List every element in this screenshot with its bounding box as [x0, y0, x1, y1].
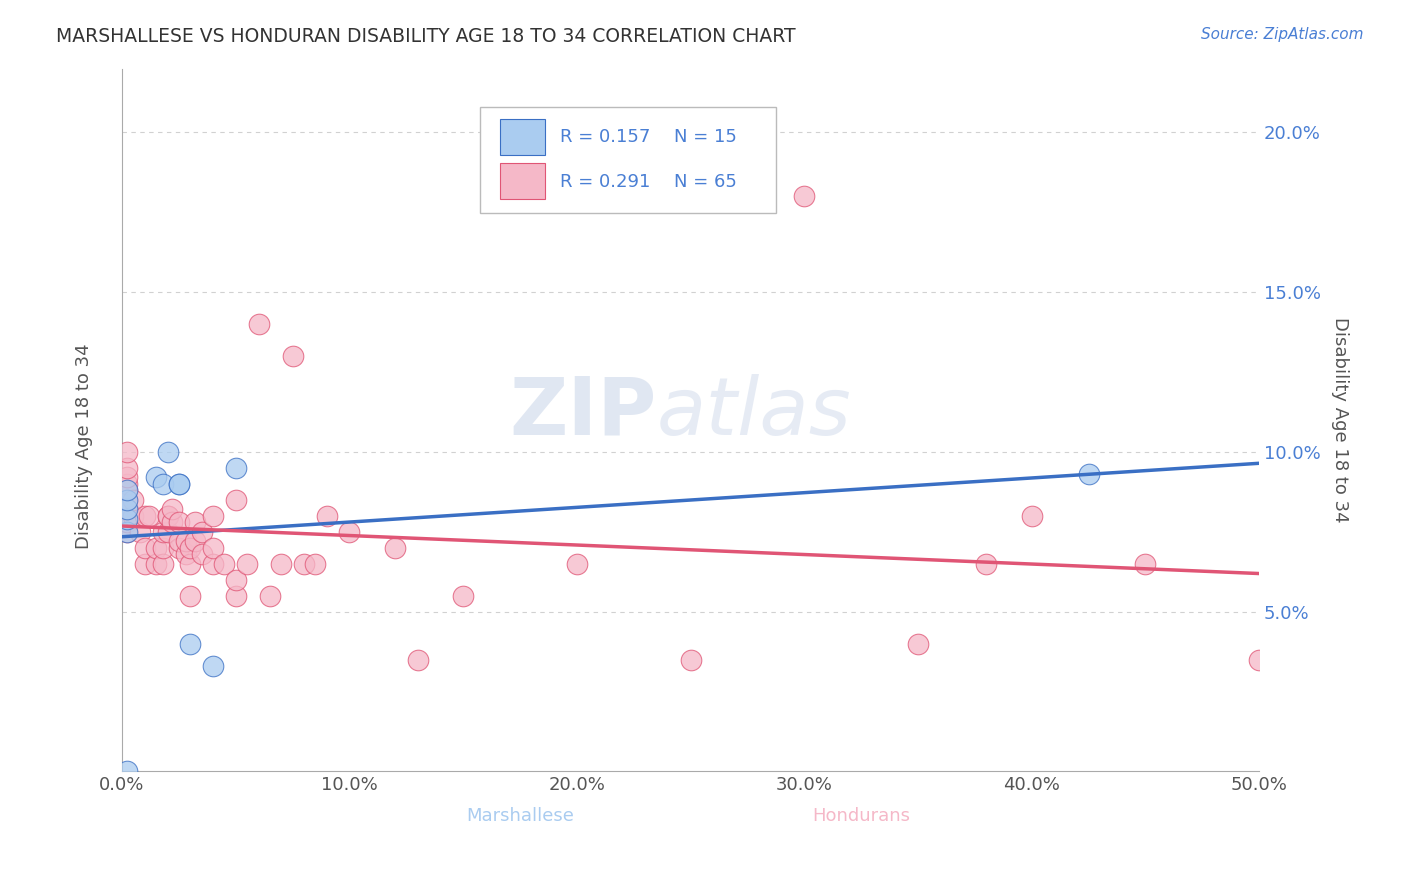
- Point: [160, 502, 183, 516]
- Point: [167, 534, 190, 549]
- Point: [202, 659, 225, 673]
- Point: [152, 541, 174, 555]
- Point: [270, 557, 292, 571]
- Point: [184, 534, 207, 549]
- Point: [179, 589, 201, 603]
- Point: [406, 652, 429, 666]
- Point: [115, 512, 138, 526]
- Point: [174, 547, 197, 561]
- Text: Source: ZipAtlas.com: Source: ZipAtlas.com: [1201, 27, 1364, 42]
- Point: [339, 524, 361, 539]
- Point: [281, 349, 304, 363]
- Point: [115, 502, 138, 516]
- Point: [129, 524, 152, 539]
- Point: [167, 476, 190, 491]
- Point: [202, 508, 225, 523]
- Point: [152, 557, 174, 571]
- Point: [565, 557, 588, 571]
- Point: [1077, 467, 1099, 482]
- Point: [152, 524, 174, 539]
- Text: atlas: atlas: [657, 374, 851, 452]
- Point: [1249, 652, 1271, 666]
- Point: [793, 189, 815, 203]
- Bar: [499, 163, 546, 199]
- Text: N = 15: N = 15: [673, 128, 737, 146]
- Point: [179, 541, 201, 555]
- Point: [292, 557, 315, 571]
- Point: [907, 637, 929, 651]
- Point: [179, 637, 201, 651]
- Point: [202, 541, 225, 555]
- Point: [122, 492, 145, 507]
- Point: [315, 508, 337, 523]
- Point: [225, 492, 247, 507]
- Point: [247, 317, 270, 331]
- Point: [115, 483, 138, 498]
- Point: [145, 470, 167, 484]
- Point: [190, 524, 212, 539]
- Point: [122, 508, 145, 523]
- Point: [156, 508, 179, 523]
- Point: [174, 534, 197, 549]
- Point: [167, 476, 190, 491]
- Point: [156, 445, 179, 459]
- Text: Disability Age 18 to 34: Disability Age 18 to 34: [76, 343, 93, 549]
- Point: [225, 589, 247, 603]
- Point: [167, 541, 190, 555]
- Point: [156, 508, 179, 523]
- Point: [451, 589, 474, 603]
- Point: [184, 515, 207, 529]
- Point: [134, 541, 156, 555]
- Point: [1021, 508, 1043, 523]
- Text: MARSHALLESE VS HONDURAN DISABILITY AGE 18 TO 34 CORRELATION CHART: MARSHALLESE VS HONDURAN DISABILITY AGE 1…: [56, 27, 796, 45]
- Point: [236, 557, 259, 571]
- Point: [145, 557, 167, 571]
- Bar: [499, 119, 546, 155]
- Point: [115, 445, 138, 459]
- Point: [115, 492, 138, 507]
- Point: [115, 470, 138, 484]
- Point: [134, 508, 156, 523]
- Point: [225, 573, 247, 587]
- Point: [167, 515, 190, 529]
- Point: [202, 557, 225, 571]
- Point: [384, 541, 406, 555]
- Point: [304, 557, 326, 571]
- Point: [115, 502, 138, 516]
- Point: [115, 461, 138, 475]
- Point: [115, 492, 138, 507]
- Point: [225, 461, 247, 475]
- Text: Hondurans: Hondurans: [813, 806, 910, 824]
- Point: [179, 557, 201, 571]
- Y-axis label: Disability Age 18 to 34: Disability Age 18 to 34: [1331, 318, 1348, 523]
- Point: [974, 557, 997, 571]
- Text: R = 0.291: R = 0.291: [560, 172, 650, 191]
- Point: [1135, 557, 1157, 571]
- FancyBboxPatch shape: [481, 107, 776, 212]
- Point: [679, 652, 702, 666]
- Point: [115, 524, 138, 539]
- Point: [160, 515, 183, 529]
- Point: [145, 541, 167, 555]
- Point: [115, 476, 138, 491]
- Point: [156, 524, 179, 539]
- Text: ZIP: ZIP: [509, 374, 657, 452]
- Point: [134, 557, 156, 571]
- Point: [214, 557, 236, 571]
- Point: [152, 476, 174, 491]
- Text: R = 0.157: R = 0.157: [560, 128, 650, 146]
- Point: [115, 764, 138, 779]
- Point: [138, 508, 160, 523]
- Point: [115, 515, 138, 529]
- Point: [115, 524, 138, 539]
- Point: [259, 589, 281, 603]
- Text: Marshallese: Marshallese: [467, 806, 574, 824]
- Text: N = 65: N = 65: [673, 172, 737, 191]
- Point: [115, 483, 138, 498]
- Point: [190, 547, 212, 561]
